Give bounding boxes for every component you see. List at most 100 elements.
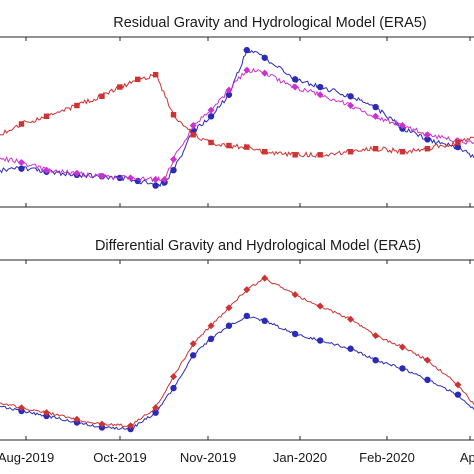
- data-point-marker: [243, 46, 251, 54]
- data-point-marker: [152, 404, 160, 412]
- data-point-marker: [127, 174, 135, 182]
- data-point-marker: [225, 86, 233, 94]
- data-point-marker: [243, 286, 251, 294]
- data-point-marker: [347, 149, 354, 155]
- series-line: [0, 277, 474, 428]
- plot-area-frame: [0, 259, 474, 441]
- data-point-marker: [189, 122, 197, 130]
- data-point-marker: [316, 91, 324, 99]
- data-point-marker: [291, 83, 299, 91]
- x-tick-marks: [25, 37, 471, 207]
- data-point-marker: [454, 381, 462, 389]
- data-point-marker: [189, 352, 197, 359]
- chart-title: Differential Gravity and Hydrological Mo…: [95, 238, 421, 254]
- data-point-marker: [399, 149, 406, 155]
- data-point-marker: [455, 139, 461, 146]
- data-point-marker: [261, 317, 268, 325]
- data-point-marker: [207, 322, 215, 330]
- data-point-marker: [152, 72, 159, 78]
- x-tick-label: Feb-2020: [359, 450, 415, 465]
- data-point-marker: [73, 169, 81, 177]
- data-point-marker: [152, 182, 159, 189]
- data-point-marker: [190, 132, 196, 138]
- data-point-marker: [243, 312, 251, 320]
- data-point-marker: [152, 409, 159, 416]
- differential-panel: Differential Gravity and Hydrological Mo…: [0, 238, 474, 465]
- data-point-marker: [189, 340, 197, 348]
- data-point-marker: [372, 332, 380, 340]
- data-point-marker: [372, 145, 379, 152]
- series-line: [0, 73, 474, 158]
- data-point-marker: [372, 357, 379, 364]
- data-point-marker: [424, 376, 431, 384]
- data-point-marker: [74, 102, 80, 109]
- data-point-marker: [372, 103, 379, 111]
- data-point-marker: [73, 415, 81, 423]
- data-point-marker: [347, 315, 355, 323]
- data-point-marker: [454, 143, 462, 151]
- data-point-marker: [261, 54, 268, 61]
- x-tick-label: Nov-2019: [180, 450, 236, 465]
- data-point-marker: [127, 422, 135, 430]
- data-point-marker: [423, 356, 432, 364]
- series-layer: [0, 274, 474, 433]
- data-point-marker: [225, 322, 233, 329]
- data-point-marker: [152, 175, 160, 183]
- chart-title: Residual Gravity and Hydrological Model …: [113, 15, 427, 31]
- series-line: [0, 48, 474, 188]
- data-point-marker: [18, 165, 25, 172]
- data-point-marker: [399, 365, 406, 372]
- data-point-marker: [261, 274, 269, 282]
- data-point-marker: [398, 122, 406, 130]
- data-point-marker: [398, 343, 406, 351]
- data-point-marker: [207, 335, 215, 343]
- data-point-marker: [244, 144, 250, 150]
- data-point-marker: [347, 102, 355, 110]
- data-point-marker: [291, 330, 299, 338]
- data-point-marker: [42, 166, 51, 174]
- data-point-marker: [99, 93, 105, 99]
- data-point-marker: [98, 172, 106, 180]
- data-point-marker: [424, 145, 431, 152]
- x-tick-label: Jan-2020: [273, 450, 327, 465]
- series-line: [0, 315, 474, 430]
- series-layer: [0, 46, 474, 189]
- data-point-marker: [262, 149, 268, 155]
- data-point-marker: [42, 409, 51, 417]
- data-point-marker: [169, 155, 178, 163]
- data-point-marker: [161, 175, 169, 183]
- data-point-marker: [261, 69, 269, 77]
- data-point-marker: [226, 142, 232, 149]
- data-point-marker: [170, 384, 177, 392]
- data-point-marker: [291, 291, 299, 299]
- data-point-marker: [316, 302, 324, 310]
- data-point-marker: [243, 66, 251, 74]
- data-point-marker: [208, 139, 214, 146]
- data-point-marker: [225, 304, 233, 312]
- x-tick-labels: Aug-2019 Oct-2019 Nov-2019 Jan-2020 Feb-2020…: [0, 450, 474, 465]
- data-point-marker: [423, 131, 432, 139]
- x-tick-label: Aug-2019: [0, 450, 54, 465]
- data-point-marker: [316, 83, 324, 91]
- data-point-marker: [170, 112, 177, 118]
- data-point-marker: [17, 158, 25, 167]
- data-point-marker: [317, 152, 323, 158]
- data-point-marker: [291, 76, 299, 83]
- x-tick-label: Oct-2019: [93, 450, 146, 465]
- data-point-marker: [43, 113, 50, 120]
- data-point-marker: [18, 121, 25, 127]
- data-point-marker: [117, 84, 123, 90]
- data-point-marker: [135, 76, 141, 83]
- data-point-marker: [454, 391, 462, 398]
- data-point-marker: [170, 167, 177, 174]
- data-point-marker: [372, 112, 380, 120]
- data-point-marker: [225, 91, 233, 98]
- data-point-marker: [347, 345, 354, 352]
- data-point-marker: [347, 93, 354, 100]
- data-point-marker: [292, 152, 298, 158]
- data-point-marker: [424, 136, 431, 143]
- plot-area-frame: [0, 36, 474, 208]
- data-point-marker: [17, 404, 25, 412]
- data-point-marker: [316, 337, 324, 344]
